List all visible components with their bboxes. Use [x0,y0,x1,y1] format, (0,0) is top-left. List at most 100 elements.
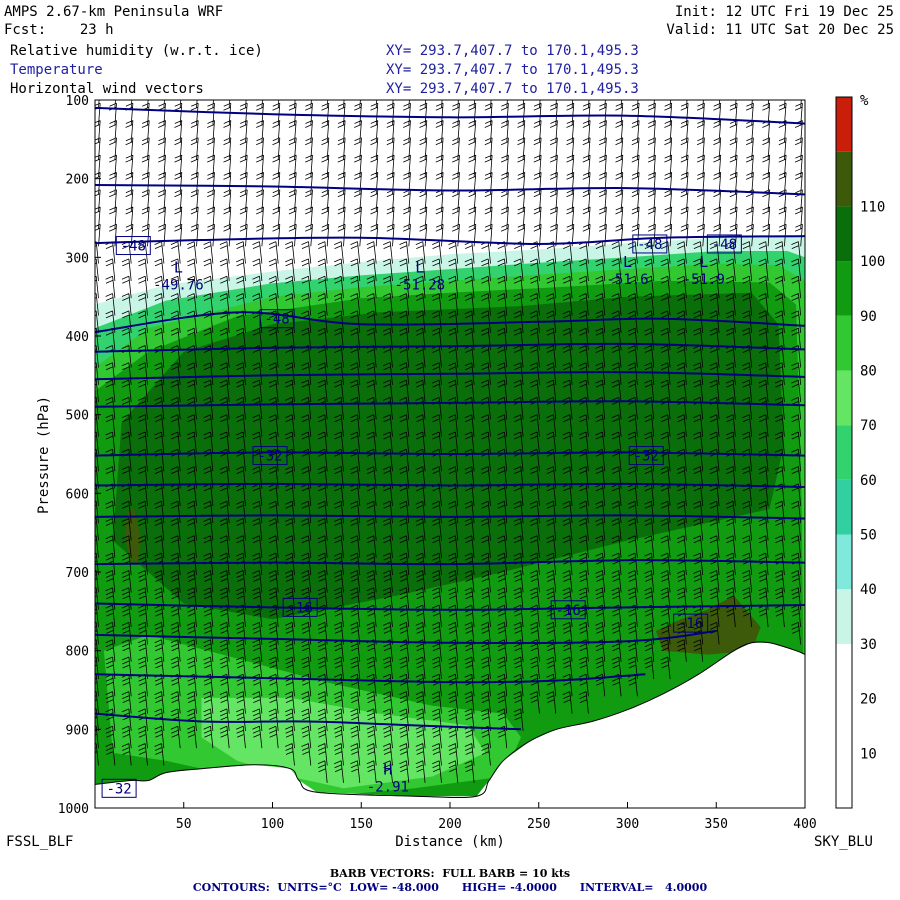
extrema-markers: L-49.76L-51.28L-51.6L-51.9H-2.91 [153,253,725,795]
field-wind-name: Horizontal wind vectors [10,81,204,97]
contour-label-box [632,234,668,254]
x-tick-label: 50 [176,817,192,832]
y-axis-label: Pressure (hPa) [36,396,52,514]
colorbar-tick-label: 110 [860,199,885,215]
contour-label-box [628,446,664,466]
contour-label-text: -48 [637,237,662,253]
x-tick-label: 400 [793,817,816,832]
isotherm-line [95,630,717,645]
isotherm-line [95,371,805,381]
colorbar-swatch [836,151,852,207]
right-endpoint-label: SKY_BLU [814,834,873,850]
contour-label: -48 [706,234,742,254]
isotherm-line [95,482,805,488]
contour-label-text: -32 [106,781,131,797]
contour-label-text: -32 [634,449,659,465]
colorbar-swatch [836,261,852,316]
axes: 50 100 150 200 250 300 350 400 100 200 300 400 500 60… [58,94,817,832]
rh-region-110 [655,595,761,655]
extremum-low: L-51.6 [606,253,648,288]
x-tick-label: 150 [350,817,373,832]
colorbar-swatch [836,698,852,754]
y-tick-label: 800 [66,645,89,660]
contour-label-box [282,597,318,617]
terrain-outline [95,641,805,799]
extremum-low: L-51.9 [683,253,725,288]
contour-label: -32 [628,446,664,466]
isotherm-line [95,106,805,125]
contour-label: -32 [252,446,288,466]
contour-label: -16 [282,597,318,617]
extremum-symbol: L [174,258,183,276]
extremum-symbol: L [415,258,424,276]
contour-label-box [252,446,288,466]
colorbar-tick-label: 90 [860,309,877,325]
extremum-symbol: L [623,253,632,271]
isotherm-contours [95,106,805,731]
init-time: Init: 12 UTC Fri 19 Dec 25 [674,4,894,20]
isotherm-line [95,673,646,684]
colorbar-swatch [836,206,852,262]
barb-legend: BARB VECTORS: FULL BARB = 10 kts [329,867,571,880]
field-temperature-name: Temperature [10,62,103,78]
wind-barbs [95,100,803,783]
colorbar-tick-label: 60 [860,473,877,489]
x-tick-label: 250 [527,817,550,832]
contour-label-box [706,234,742,254]
contour-label: -16 [550,600,586,620]
isotherm-line [95,712,522,731]
extremum-value: -51.28 [395,277,446,293]
cross-section-chart: -48 -48 -48-48-32 -32-16 -16-16-32 L-49.76L-… [6,93,885,850]
y-tick-label: 900 [66,723,89,738]
y-tick-label: 300 [66,251,89,266]
colorbar-swatch [836,315,852,371]
contour-label-box [550,600,586,620]
contour-label: -48 [115,236,151,256]
y-tick-label: 600 [66,487,89,502]
terrain-fill [95,642,805,808]
y-tick-label: 500 [66,409,89,424]
y-tick-label: 200 [66,173,89,188]
colorbar-tick-label: 50 [860,528,877,544]
colorbar-tick-label: 100 [860,254,885,270]
extremum-high: H-2.91 [367,760,409,795]
colorbar-swatch [836,643,852,699]
colorbar-tick-label: 80 [860,363,877,379]
contour-label-text: -16 [288,600,313,616]
contour-label-text: -16 [678,616,703,632]
isotherm-line [95,559,805,566]
extremum-low: L-49.76 [153,258,204,293]
x-tick-label: 200 [438,817,461,832]
x-axis-label: Distance (km) [395,834,505,850]
contour-label-text: -48 [264,312,289,328]
valid-time: Valid: 11 UTC Sat 20 Dec 25 [666,22,894,38]
isotherm-line [95,451,805,457]
colorbar-unit: % [860,93,869,109]
y-tick-label: 100 [66,94,89,109]
model-title: AMPS 2.67-km Peninsula WRF [4,4,224,20]
colorbar-swatch [836,479,852,535]
field-temperature-xy: XY= 293.7,407.7 to 170.1,495.3 [386,62,639,78]
extremum-symbol: H [383,760,392,778]
contour-label-text: -48 [712,237,737,253]
extremum-value: -51.6 [606,272,648,288]
x-tick-label: 350 [705,817,728,832]
contour-label-text: -16 [556,603,581,619]
contour-label: -16 [673,613,709,633]
x-tick-label: 300 [616,817,639,832]
left-endpoint-label: FSSL_BLF [6,834,73,850]
colorbar-tick-label: 20 [860,692,877,708]
wind-barb-field [95,100,803,783]
contour-label: -48 [259,309,295,329]
colorbar-swatch [836,534,852,590]
isotherm-line [95,602,805,611]
field-rh-name: Relative humidity (w.r.t. ice) [10,43,263,59]
colorbar-tick-label: 30 [860,637,877,653]
isotherm-line [95,342,805,353]
isotherm-line [95,311,805,334]
y-tick-label: 400 [66,330,89,345]
colorbar-swatch [836,753,852,808]
extremum-value: -51.9 [683,272,725,288]
colorbar: 10 20 30 40 50 60 70 80 90 100 110% [835,93,885,809]
colorbar-swatch [836,370,852,426]
